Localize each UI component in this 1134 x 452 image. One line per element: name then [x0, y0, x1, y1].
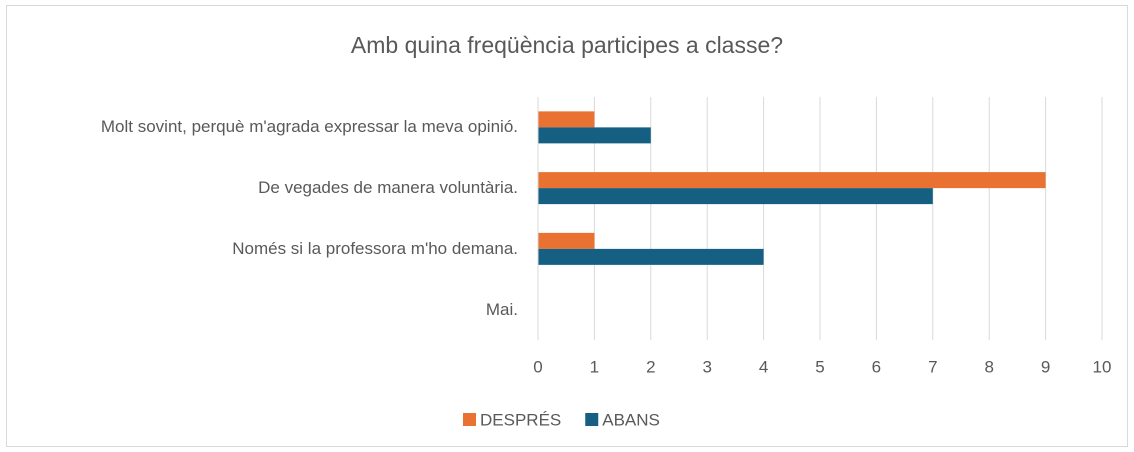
chart-title: Amb quina freqüència participes a classe… [351, 32, 783, 58]
x-tick-label: 9 [1041, 357, 1050, 376]
category-text: Mai. [485, 299, 518, 319]
category-text: Només si la professora m'ho demana. [232, 238, 518, 258]
bar [538, 232, 595, 249]
y-tick-label: Molt sovint, perquè m'agrada expressar l… [10, 97, 518, 157]
x-tick-label: 8 [984, 357, 993, 376]
y-tick-label: Mai. [10, 280, 518, 340]
x-tick-label: 10 [1093, 357, 1112, 376]
chart-border [6, 5, 1128, 447]
legend-swatch [585, 413, 599, 426]
bar [538, 188, 933, 205]
legend-swatch [463, 413, 476, 426]
category-text: De vegades de manera voluntària. [258, 178, 518, 198]
x-tick-label: 3 [702, 357, 711, 376]
bar [538, 248, 764, 265]
x-tick-label: 6 [872, 357, 881, 376]
category-text: Molt sovint, perquè m'agrada expressar l… [100, 117, 518, 137]
y-tick-label: De vegades de manera voluntària. [10, 158, 518, 218]
x-tick-label: 2 [646, 357, 655, 376]
x-tick-label: 0 [533, 357, 542, 376]
x-tick-label: 5 [815, 357, 824, 376]
bar [538, 172, 1046, 189]
bar [538, 127, 651, 144]
legend-label: ABANS [602, 410, 660, 429]
x-tick-label: 7 [928, 357, 937, 376]
bar [538, 111, 595, 128]
x-tick-label: 1 [590, 357, 599, 376]
x-tick-label: 4 [759, 357, 768, 376]
legend-label: DESPRÉS [480, 410, 561, 429]
y-tick-label: Només si la professora m'ho demana. [10, 219, 518, 279]
